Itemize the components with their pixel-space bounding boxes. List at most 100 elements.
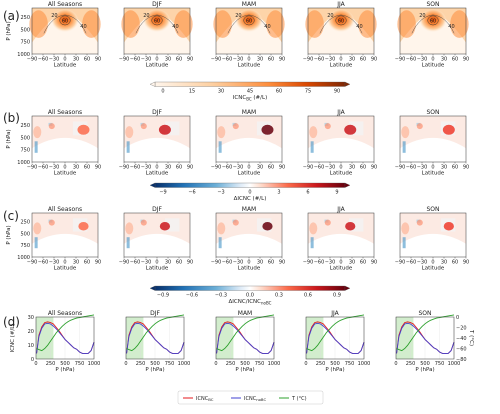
contour-line [427,15,439,26]
x-tick-label: −60 [406,57,417,63]
x-tick-label: 90 [371,165,377,171]
facet-title: DJF [152,1,162,8]
x-tick-label: −60 [38,57,49,63]
contour-line [59,15,71,26]
x-tick-label: 60 [268,57,274,63]
contour-label: 40 [356,24,362,30]
colorbar-extend-high [344,285,351,291]
x-tick-label: 0 [124,361,127,367]
panel-d-facet: JJA 0 250 500 750 1000 P (hPa) [304,310,370,373]
x-tick-label: 60 [452,57,458,63]
x-tick-label: 0 [155,260,158,266]
x-tick-label: −60 [130,57,141,63]
facet-title: SON [426,1,439,8]
colorbar-tick-label: −0.3 [215,293,227,299]
x-tick-label: 500 [420,361,430,367]
x-tick-label: 0 [431,165,434,171]
x-tick-label: 30 [73,165,79,171]
temperature-line [306,314,365,352]
difference-positive [416,219,423,226]
colorbar-tick-label: 15 [189,89,195,95]
x-tick-label: −30 [233,57,244,63]
facet-title: JJA [336,109,345,116]
difference-hotspot [77,124,90,135]
icnc-field [397,10,416,38]
facet-title: MAM [242,206,256,213]
facet-title: MAM [242,1,256,8]
colorbar-tick-label: 0.0 [246,293,254,299]
contour-line [135,14,179,34]
difference-hotspot [159,221,171,231]
y-axis-label: P (hPa) [6,225,12,244]
x-tick-label: 0 [247,57,250,63]
difference-hotspot [78,221,89,231]
difference-positive [48,219,55,226]
icnc-nobc-line [126,322,185,354]
x-tick-label: 0 [63,260,66,266]
cirrus-region-shade [126,317,144,359]
x-axis-label: P (hPa) [145,367,164,373]
panel-c-facet: All Seasons −90 −60 −30 0 30 60 90 Latitude 250 50… [6,206,101,272]
x-tick-label: −60 [406,165,417,171]
difference-positive [217,126,226,139]
x-tick-label: −90 [119,260,130,266]
x-tick-label: −90 [211,165,222,171]
facet-title: DJF [152,206,162,213]
colorbar-label-unit: (#/L) [252,95,268,101]
x-axis-label: P (hPa) [415,367,434,373]
y-tick-label: 20 [28,329,34,335]
difference-hotspot [345,221,356,231]
x-tick-label: 60 [84,57,90,63]
x-tick-label: 0 [247,260,250,266]
x-axis-label: Latitude [146,63,169,69]
x-tick-label: 30 [349,165,355,171]
contour-line [319,14,363,34]
contour-line [227,14,271,34]
contour-label: 40 [448,24,454,30]
x-tick-label: 1000 [88,361,101,367]
x-tick-label: −30 [49,260,60,266]
map-frame [215,115,283,163]
legend-label: ICNCnoBC [244,396,266,402]
panel-a-facet: All Seasons 20 60 40 −90 −60 −30 0 30 60 90 Latitud… [6,1,101,69]
x-tick-label: 30 [349,57,355,63]
x-tick-label: 1000 [358,361,371,367]
difference-hotspot [158,124,171,135]
x-tick-label: −30 [49,57,60,63]
panel-b-facet: All Seasons −90 −60 −30 0 30 60 90 Latitude 250 50… [6,109,101,177]
contour-label: 60 [154,19,160,25]
x-tick-label: −30 [233,165,244,171]
y-tick-label: 30 [28,315,34,321]
icnc-field [450,10,469,38]
colorbar-label-main: ICNC [233,95,247,101]
contour-label: 40 [172,24,178,30]
difference-positive [324,219,331,226]
panel-c-facet: DJF −90 −60 −30 0 30 60 90 Latitude [119,206,193,272]
x-tick-label: 0 [339,260,342,266]
x-tick-label: 90 [95,57,101,63]
x-axis-label: P (hPa) [55,367,74,373]
colorbar-tick-label: −0.6 [186,293,198,299]
icnc-maximum [327,9,355,33]
x-tick-label: 500 [60,361,70,367]
x-tick-label: −90 [27,260,38,266]
x-tick-label: 60 [176,260,182,266]
facet-title: SON [418,310,431,317]
icnc-field [82,10,101,38]
temperature-line [36,314,95,352]
x-tick-label: 0 [304,361,307,367]
difference-positive [232,219,239,226]
cirrus-region-shade [36,317,54,359]
colorbar-tick-label: 0 [161,89,164,95]
x-tick-label: −90 [395,260,406,266]
cirrus-region-shade [216,317,234,359]
contour-line [43,14,87,34]
x-tick-label: −30 [417,57,428,63]
facet-title: All Seasons [48,310,82,317]
x-tick-label: 0 [394,361,397,367]
x-tick-label: 750 [75,361,85,367]
x-tick-label: −30 [325,260,336,266]
icnc-field [308,8,374,43]
x-tick-label: 30 [73,260,79,266]
